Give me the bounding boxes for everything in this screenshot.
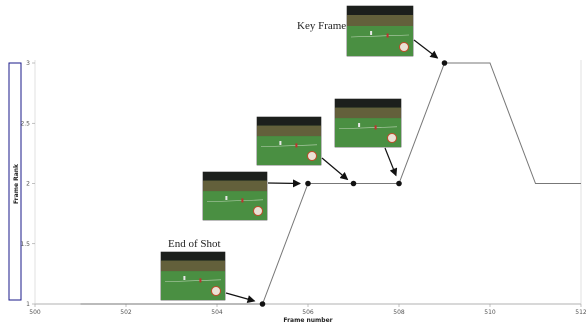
pointer-arrow xyxy=(321,157,349,181)
data-point-marker xyxy=(259,301,266,307)
y-tick-label: 1 xyxy=(26,301,30,308)
y-axis-label: Frame Rank xyxy=(13,163,20,204)
y-tick-label: 3 xyxy=(26,60,30,67)
data-point-marker xyxy=(441,60,448,66)
y-tick-label: 2.5 xyxy=(20,120,30,127)
data-point-marker xyxy=(396,180,402,187)
pointer-arrow xyxy=(384,147,398,177)
broadcast-logo-icon xyxy=(211,286,221,296)
x-axis-label: Frame number xyxy=(283,317,332,324)
y-axis-label-box xyxy=(8,62,22,301)
pointer-arrow xyxy=(225,292,256,303)
x-tick-label: 510 xyxy=(484,309,496,316)
x-tick-label: 508 xyxy=(393,309,405,316)
x-tick-label: 502 xyxy=(120,309,132,316)
broadcast-logo-icon xyxy=(399,42,409,52)
frame-thumbnail xyxy=(160,251,226,301)
broadcast-logo-icon xyxy=(307,151,317,161)
annotation-key-frame: Key Frame xyxy=(297,20,346,32)
data-point-marker xyxy=(350,180,357,187)
y-tick-label: 1.5 xyxy=(20,241,30,248)
frame-thumbnail xyxy=(334,98,402,148)
x-tick-label: 512 xyxy=(575,309,586,316)
annotation-end-of-shot: End of Shot xyxy=(168,238,221,250)
y-tick-label: 2 xyxy=(26,181,30,188)
pointer-arrow xyxy=(413,39,439,59)
frame-rank-line xyxy=(80,62,581,305)
x-tick-label: 504 xyxy=(211,309,223,316)
frame-thumbnail xyxy=(256,116,322,166)
broadcast-logo-icon xyxy=(253,206,263,216)
data-point-marker xyxy=(305,180,311,187)
broadcast-logo-icon xyxy=(387,133,397,143)
x-tick-label: 506 xyxy=(302,309,314,316)
frame-thumbnail xyxy=(202,171,268,221)
x-tick-label: 500 xyxy=(29,309,41,316)
pointer-arrow xyxy=(267,179,301,188)
frame-thumbnail xyxy=(346,5,414,57)
